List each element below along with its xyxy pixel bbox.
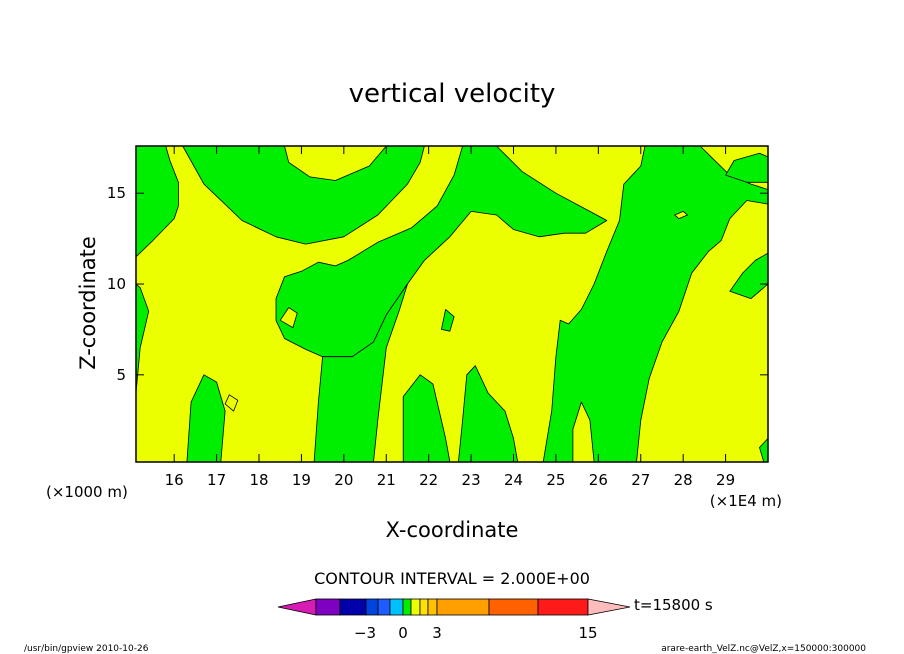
negative-regions-layer — [135, 145, 769, 463]
x-tick-label-27: 27 — [631, 471, 650, 489]
x-axis-ticks: 16 17 18 19 20 21 22 23 24 25 26 27 28 29 — [165, 146, 735, 489]
positive-island-2 — [224, 394, 239, 412]
x-tick-label-19: 19 — [292, 471, 311, 489]
colorbar-cell-8 — [427, 598, 438, 616]
colorbar-arrow-low — [277, 598, 317, 616]
colorbar: −3 0 3 15 — [277, 598, 631, 642]
x-unit-left: (×1000 m) — [46, 483, 128, 501]
time-label: t=15800 s — [634, 596, 713, 614]
colorbar-cell-2 — [365, 598, 379, 616]
x-tick-label-28: 28 — [674, 471, 693, 489]
negative-region-8 — [440, 308, 455, 332]
x-tick-label-23: 23 — [462, 471, 481, 489]
x-tick-label-25: 25 — [546, 471, 565, 489]
footer-right: arare-earth_VelZ.nc@VelZ,x=150000:300000 — [661, 644, 866, 654]
x-unit-right: (×1E4 m) — [710, 492, 782, 510]
colorbar-cell-1 — [339, 598, 367, 616]
colorbar-label-3: 3 — [432, 624, 442, 642]
plot-frame — [135, 145, 769, 463]
x-tick-label-22: 22 — [419, 471, 438, 489]
colorbar-cell-4 — [389, 598, 404, 616]
x-tick-label-17: 17 — [207, 471, 226, 489]
chart-title: vertical velocity — [349, 79, 556, 109]
plot-area: 16 17 18 19 20 21 22 23 24 25 26 27 28 29 5 10 15 — [107, 145, 769, 489]
colorbar-label-0: 0 — [398, 624, 408, 642]
colorbar-label-neg3: −3 — [354, 624, 376, 642]
x-tick-label-18: 18 — [249, 471, 268, 489]
colorbar-cell-9 — [436, 598, 490, 616]
colorbar-cell-6 — [410, 598, 421, 616]
x-tick-label-24: 24 — [504, 471, 523, 489]
x-tick-label-29: 29 — [716, 471, 735, 489]
positive-island-0 — [673, 210, 689, 220]
x-tick-label-16: 16 — [165, 471, 184, 489]
positive-island-1 — [279, 307, 298, 329]
y-axis-ticks: 5 10 15 — [107, 184, 768, 384]
colorbar-label-15: 15 — [578, 624, 597, 642]
positive-islands-layer — [224, 210, 689, 412]
negative-region-5 — [313, 283, 408, 463]
y-tick-label-10: 10 — [107, 275, 126, 293]
x-tick-label-21: 21 — [377, 471, 396, 489]
x-axis-label: X-coordinate — [386, 518, 519, 542]
colorbar-cell-5 — [402, 598, 412, 616]
colorbar-cell-7 — [419, 598, 429, 616]
x-tick-label-20: 20 — [334, 471, 353, 489]
y-tick-label-15: 15 — [107, 184, 126, 202]
colorbar-cell-3 — [377, 598, 391, 616]
contour-interval-text: CONTOUR INTERVAL = 2.000E+00 — [314, 569, 590, 588]
colorbar-cell-10 — [488, 598, 539, 616]
colorbar-arrow-high — [587, 598, 631, 616]
y-axis-label: Z-coordinate — [76, 236, 100, 370]
negative-region-7 — [457, 365, 519, 463]
colorbar-cell-0 — [315, 598, 341, 616]
x-tick-label-26: 26 — [589, 471, 608, 489]
y-tick-label-5: 5 — [116, 366, 126, 384]
colorbar-cell-11 — [537, 598, 589, 616]
negative-region-2 — [182, 145, 425, 245]
footer-left: /usr/bin/gpview 2010-10-26 — [24, 644, 149, 654]
